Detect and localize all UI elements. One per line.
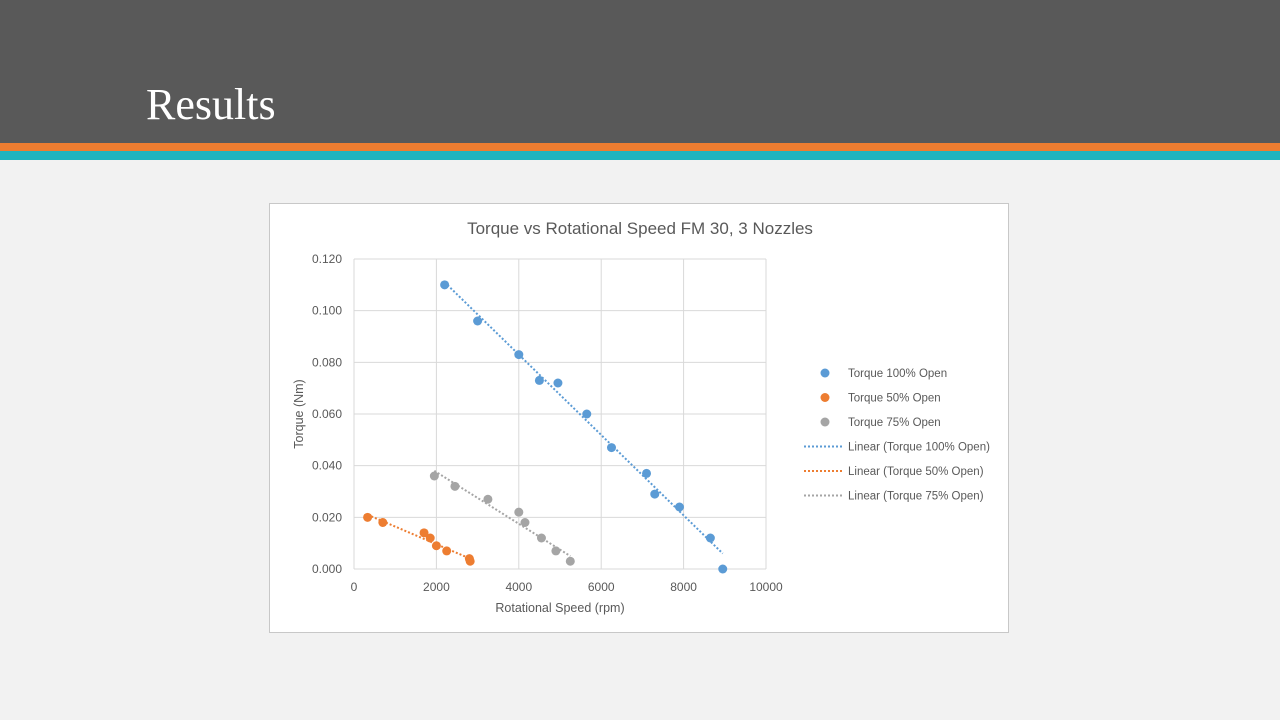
data-point-series-0	[553, 378, 563, 388]
x-tick-label: 4000	[505, 580, 532, 594]
data-point-series-0	[607, 443, 616, 453]
data-point-series-1	[419, 528, 429, 538]
y-tick-label: 0.040	[312, 459, 342, 473]
chart-title: Torque vs Rotational Speed FM 30, 3 Nozz…	[467, 219, 813, 238]
x-tick-label: 6000	[588, 580, 615, 594]
x-tick-label: 2000	[423, 580, 450, 594]
data-point-series-1	[363, 512, 373, 522]
legend-label: Linear (Torque 75% Open)	[848, 491, 984, 503]
scatter-chart: 0 2000 4000 6000 8000 10000 0.000 0.020 0.040 0.0…	[292, 219, 990, 615]
chart-points	[363, 280, 728, 574]
legend-label: Linear (Torque 50% Open)	[848, 466, 984, 478]
chart-frame: 0 2000 4000 6000 8000 10000 0.000 0.020 0.040 0.0…	[269, 203, 1009, 633]
y-tick-label: 0.080	[312, 355, 342, 369]
trendline-0	[443, 281, 724, 555]
trendline-2	[433, 469, 571, 557]
y-tick-label: 0.120	[312, 252, 342, 266]
legend-label: Linear (Torque 100% Open)	[848, 442, 990, 454]
data-point-series-0	[473, 316, 483, 326]
data-point-series-0	[440, 280, 450, 290]
data-point-series-1	[465, 556, 475, 566]
x-tick-label: 8000	[670, 580, 697, 594]
data-point-series-0	[514, 350, 524, 360]
chart-axes: 0 2000 4000 6000 8000 10000 0.000 0.020 0.040 0.0…	[312, 252, 783, 594]
data-point-series-0	[534, 375, 544, 385]
legend-label: Torque 50% Open	[848, 393, 941, 405]
y-tick-label: 0.000	[312, 562, 342, 576]
data-point-series-2	[565, 556, 575, 566]
data-point-series-0	[674, 502, 684, 512]
data-point-series-1	[431, 541, 441, 551]
data-point-series-0	[642, 468, 652, 478]
chart-gridlines	[353, 258, 767, 570]
legend-label: Torque 75% Open	[848, 417, 941, 429]
data-point-series-2	[450, 481, 460, 491]
slide-header-bar	[0, 0, 1280, 143]
data-point-series-1	[378, 518, 388, 527]
data-point-series-0	[650, 489, 660, 499]
data-point-series-2	[429, 471, 439, 481]
y-tick-label: 0.020	[312, 510, 342, 524]
data-point-series-2	[536, 533, 546, 543]
data-point-series-2	[551, 546, 561, 556]
trendline-1	[367, 513, 471, 560]
legend-marker	[820, 368, 830, 378]
data-point-series-0	[582, 409, 592, 419]
y-axis-label: Torque (Nm)	[292, 379, 306, 448]
chart-legend: Torque 100% Open Torque 50% Open Torque 75…	[804, 368, 990, 503]
x-tick-label: 0	[351, 580, 358, 594]
data-point-series-1	[425, 533, 435, 543]
data-point-series-2	[483, 494, 493, 504]
legend-label: Torque 100% Open	[848, 368, 947, 380]
data-point-series-0	[705, 533, 715, 543]
legend-marker	[820, 417, 830, 427]
x-axis-label: Rotational Speed (rpm)	[495, 601, 624, 615]
y-tick-label: 0.100	[312, 304, 342, 318]
y-tick-label: 0.060	[312, 407, 342, 421]
data-point-series-0	[718, 564, 728, 574]
x-tick-label: 10000	[749, 580, 783, 594]
header-stripe-teal	[0, 151, 1280, 160]
legend-marker	[820, 393, 830, 402]
data-point-series-2	[514, 507, 524, 517]
chart-trendlines	[367, 281, 724, 560]
data-point-series-1	[442, 546, 452, 556]
data-point-series-2	[520, 518, 530, 527]
slide-title: Results	[146, 80, 276, 129]
header-stripe-orange	[0, 143, 1280, 151]
